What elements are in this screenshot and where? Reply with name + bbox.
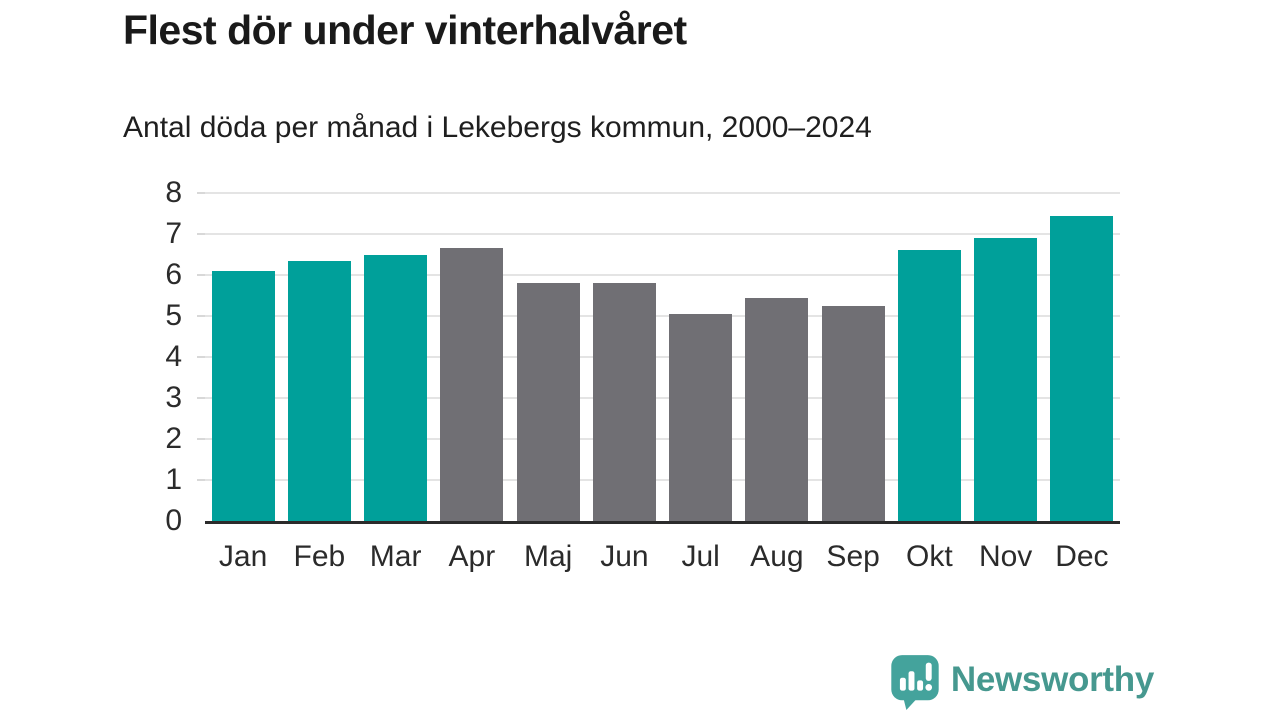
y-axis-label-0: 0 (165, 504, 182, 537)
bar-aug (745, 297, 809, 521)
x-axis-label-feb: Feb (293, 540, 346, 573)
bar-sep (821, 305, 885, 521)
brand-logo: Newsworthy (889, 654, 1154, 710)
gridline-6 (197, 274, 1120, 276)
y-axis-label-6: 6 (165, 258, 182, 291)
x-axis: Jan Feb Mar Apr Maj Jun Jul Aug Sep Okt Nov Dec (205, 539, 1120, 579)
gridline-7 (197, 233, 1120, 235)
x-axis-label-okt: Okt (906, 540, 953, 573)
x-axis-label-nov: Nov (978, 540, 1033, 573)
y-axis-label-2: 2 (165, 422, 182, 455)
x-axis-label-sep: Sep (826, 540, 880, 573)
x-axis-label-mar: Mar (369, 540, 422, 573)
speech-bubble-shape (891, 655, 939, 710)
mini-bars (899, 662, 932, 691)
x-axis-label-maj: Maj (523, 540, 573, 573)
y-axis-label-1: 1 (165, 463, 182, 496)
y-axis-label-7: 7 (165, 217, 182, 250)
gridline-4 (197, 356, 1120, 358)
bar-jul (669, 313, 733, 521)
y-axis-label-3: 3 (165, 381, 182, 414)
bar-nov (974, 238, 1038, 521)
bar-mar (364, 254, 428, 521)
plot-area (197, 192, 1120, 524)
bar-jan (211, 270, 275, 521)
bar-okt (897, 250, 961, 521)
bar-dec (1050, 215, 1114, 521)
y-axis-label-5: 5 (165, 299, 182, 332)
chart-subtitle: Antal döda per månad i Lekebergs kommun,… (123, 111, 872, 144)
y-axis-label-8: 8 (165, 176, 182, 209)
brand-name: Newsworthy (950, 659, 1154, 699)
bar-maj (516, 283, 580, 521)
y-axis: 0 1 2 3 4 5 6 7 8 (110, 178, 182, 536)
bar-jun (592, 283, 656, 521)
x-axis-label-jul: Jul (681, 540, 720, 573)
bar-apr (440, 248, 504, 521)
gridline-5 (197, 315, 1120, 317)
x-axis-label-apr: Apr (448, 540, 496, 573)
gridline-2 (197, 438, 1120, 440)
x-axis-label-jun: Jun (600, 540, 649, 573)
x-axis-label-dec: Dec (1055, 540, 1109, 573)
bar-chart-speech-bubble-icon (891, 655, 939, 710)
gridline-3 (197, 397, 1120, 399)
x-axis-label-jan: Jan (218, 540, 268, 573)
chart-title: Flest dör under vinterhalvåret (123, 7, 687, 53)
y-axis-label-4: 4 (165, 340, 182, 373)
x-axis-label-aug: Aug (750, 540, 804, 573)
gridline-1 (197, 479, 1120, 481)
bar-feb (287, 260, 351, 521)
gridline-8 (197, 192, 1120, 194)
